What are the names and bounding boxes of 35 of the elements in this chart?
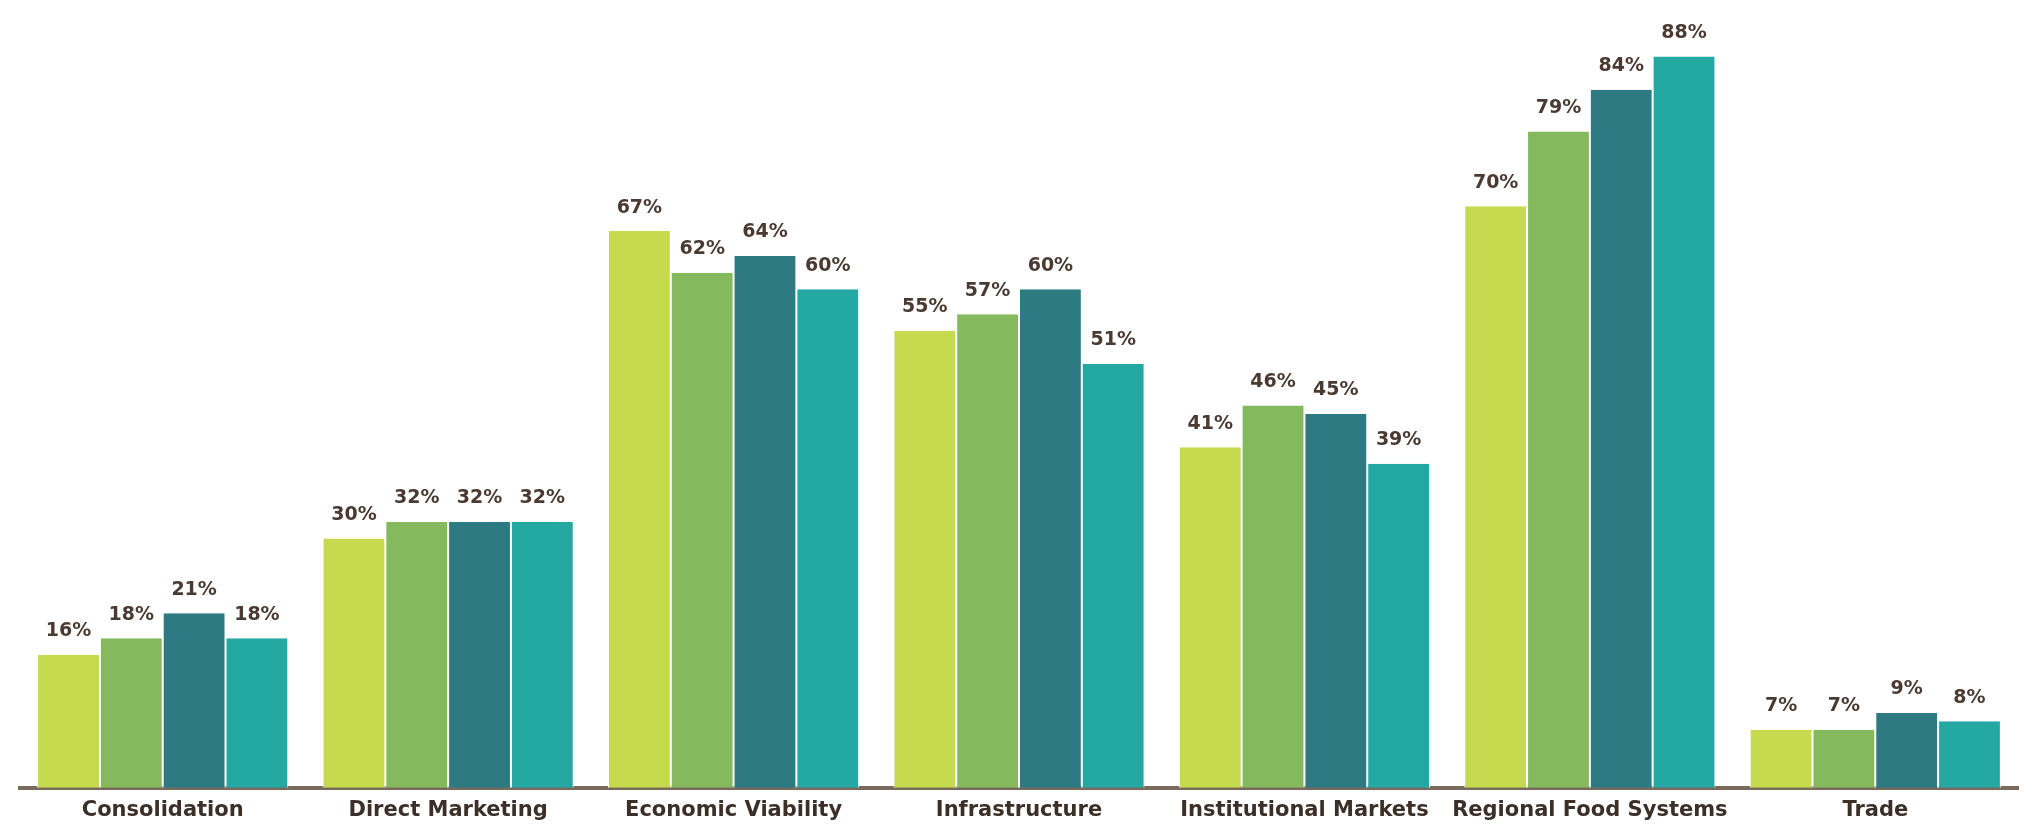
x-tick-label: Economic Viability	[625, 796, 843, 821]
data-label: 67%	[616, 194, 663, 217]
data-label: 84%	[1598, 53, 1644, 76]
data-label: 21%	[171, 576, 217, 599]
data-label: 62%	[679, 236, 725, 259]
data-label: 60%	[1027, 252, 1074, 275]
data-label: 70%	[1472, 169, 1519, 192]
data-label: 46%	[1250, 369, 1296, 392]
data-label: 45%	[1313, 377, 1359, 400]
data-label: 18%	[234, 601, 280, 624]
data-label: 9%	[1890, 676, 1923, 699]
data-label: 51%	[1090, 327, 1136, 350]
x-tick-label: Infrastructure	[935, 796, 1103, 821]
data-label: 79%	[1535, 94, 1582, 117]
data-label: 30%	[331, 501, 377, 524]
x-tick-label: Regional Food Systems	[1452, 796, 1728, 821]
data-label: 7%	[1764, 693, 1798, 716]
data-label: 88%	[1661, 20, 1707, 43]
data-label: 60%	[805, 252, 851, 275]
data-label: 18%	[108, 601, 155, 624]
data-label: 41%	[1187, 410, 1233, 433]
data-label: 16%	[45, 618, 92, 641]
data-label: 32%	[456, 485, 503, 508]
data-label: 8%	[1953, 684, 1986, 707]
data-label: 32%	[394, 485, 440, 508]
data-label: 64%	[742, 219, 788, 242]
x-tick-label: Institutional Markets	[1180, 796, 1429, 821]
x-tick-label: Direct Marketing	[348, 796, 548, 821]
x-tick-label: Consolidation	[81, 796, 244, 821]
data-label: 32%	[519, 485, 566, 508]
data-label: 57%	[964, 277, 1011, 300]
data-label: 7%	[1827, 693, 1861, 716]
data-label: 55%	[902, 294, 948, 317]
data-label: 39%	[1375, 427, 1422, 450]
x-tick-label: Trade	[1842, 796, 1909, 821]
